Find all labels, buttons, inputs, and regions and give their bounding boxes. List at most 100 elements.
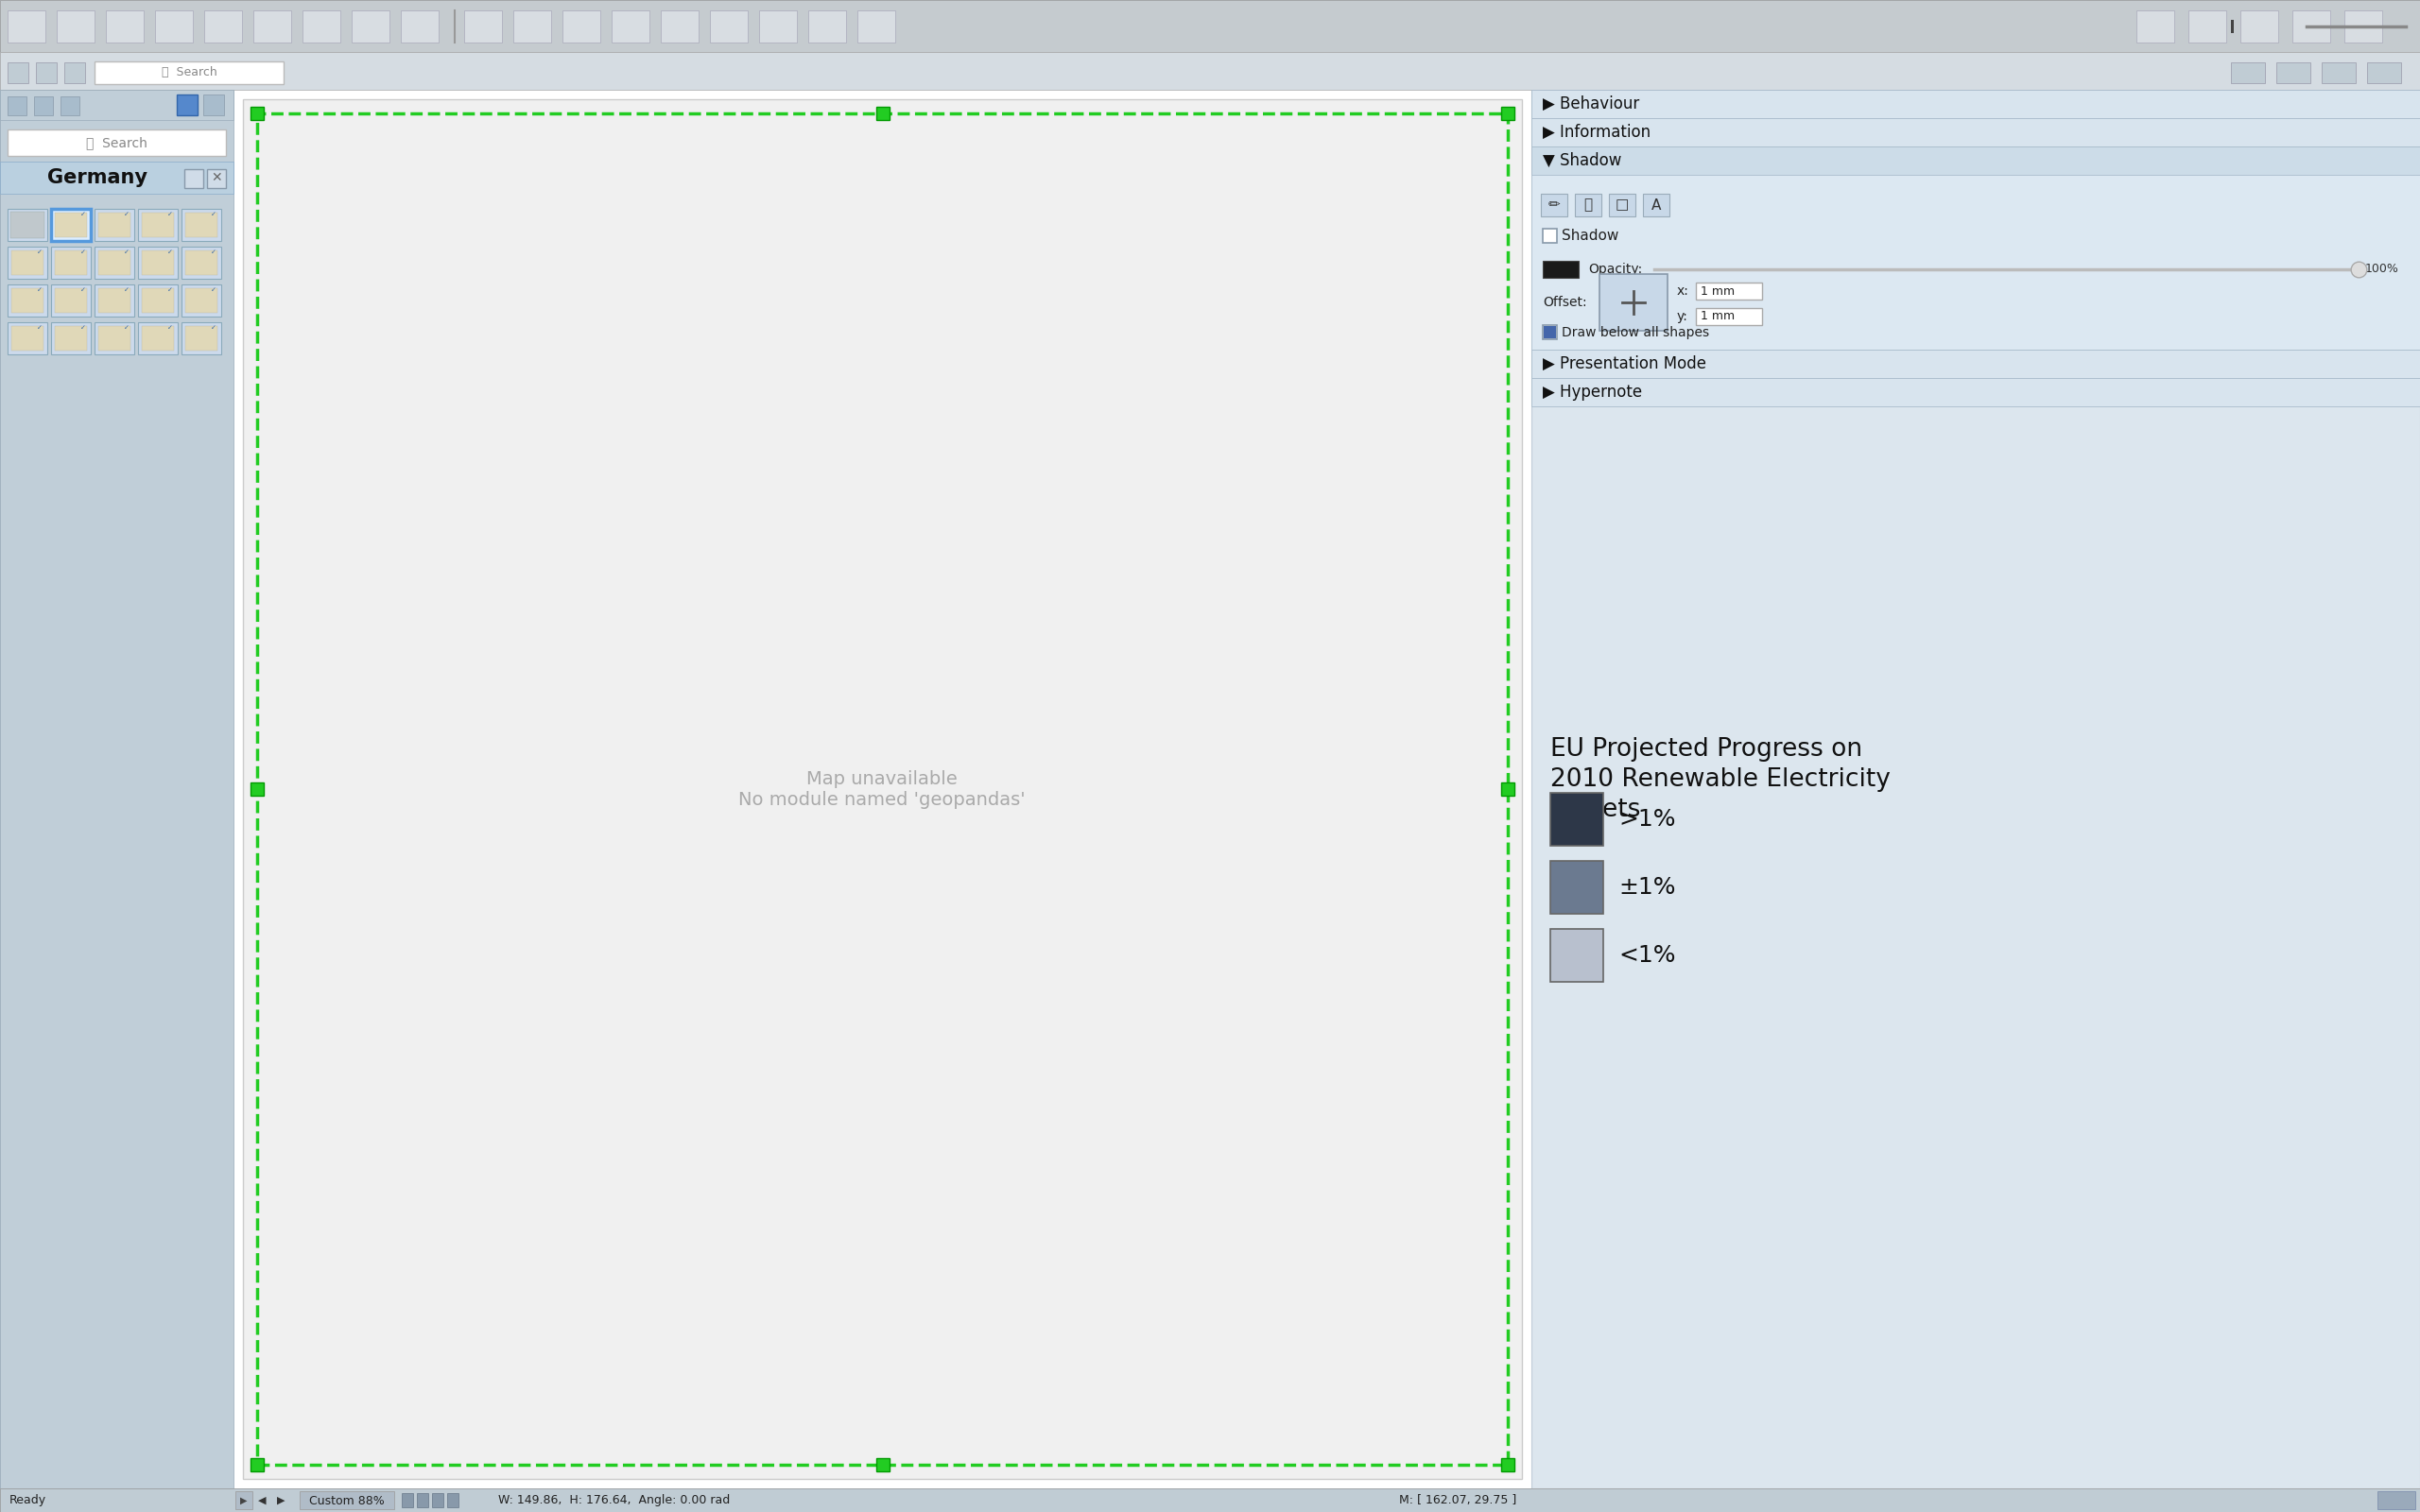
Text: A: A (1650, 198, 1660, 212)
Text: ✓: ✓ (211, 249, 215, 256)
Bar (612, 11, 649, 42)
Bar (177, 94, 198, 115)
Bar (2277, 62, 2311, 83)
Bar (1551, 928, 1604, 981)
Bar (2241, 11, 2277, 42)
Text: Ready: Ready (10, 1494, 46, 1507)
Bar (138, 284, 177, 316)
Bar (7, 97, 27, 115)
Text: ▶: ▶ (276, 1495, 286, 1506)
Bar (876, 1458, 888, 1471)
Text: ✓: ✓ (167, 249, 172, 256)
Bar (513, 11, 552, 42)
Text: x:: x: (1677, 284, 1689, 298)
Text: 2010 Renewable Electricity: 2010 Renewable Electricity (1551, 768, 1890, 792)
Bar (402, 11, 438, 42)
Bar (0, 162, 232, 194)
Bar (302, 11, 341, 42)
Bar (51, 209, 92, 240)
Text: ✓: ✓ (211, 212, 215, 218)
Text: ✓: ✓ (123, 212, 131, 218)
Bar (56, 327, 87, 351)
Text: ▶ Behaviour: ▶ Behaviour (1544, 95, 1638, 112)
Bar (808, 11, 847, 42)
Bar (7, 130, 225, 156)
Text: Germany: Germany (48, 168, 148, 187)
Bar (99, 251, 131, 275)
Text: ✓: ✓ (80, 325, 87, 331)
Bar (561, 11, 600, 42)
Bar (416, 1494, 428, 1507)
Text: ▶ Information: ▶ Information (1544, 124, 1650, 141)
Bar (1609, 194, 1636, 216)
Text: 1 mm: 1 mm (1701, 310, 1735, 322)
Bar (1532, 147, 2420, 175)
Bar (7, 246, 48, 278)
Bar (51, 284, 92, 316)
Text: ✓: ✓ (36, 249, 44, 256)
Bar (661, 11, 699, 42)
Bar (2231, 20, 2234, 33)
Bar (252, 1458, 264, 1471)
Bar (1696, 283, 1762, 299)
Bar (184, 169, 203, 187)
Text: ✓: ✓ (211, 325, 215, 331)
Bar (12, 251, 44, 275)
Bar (433, 1494, 443, 1507)
Text: ✏: ✏ (1549, 198, 1561, 212)
Bar (1500, 1458, 1515, 1471)
Bar (254, 11, 290, 42)
Bar (465, 11, 501, 42)
Text: ✓: ✓ (167, 212, 172, 218)
Bar (1500, 107, 1515, 119)
Text: ▶ Presentation Mode: ▶ Presentation Mode (1544, 355, 1706, 372)
Bar (106, 11, 143, 42)
Bar (143, 251, 174, 275)
Bar (1532, 118, 2420, 147)
Text: ✓: ✓ (36, 287, 44, 293)
Text: ✓: ✓ (167, 325, 172, 331)
Bar (94, 246, 133, 278)
Bar (0, 0, 2420, 51)
Bar (1532, 89, 2420, 1488)
Text: Map unavailable
No module named 'geopandas': Map unavailable No module named 'geopand… (738, 770, 1026, 809)
Bar (65, 62, 85, 83)
Bar (2345, 11, 2381, 42)
Text: 🔍  Search: 🔍 Search (85, 136, 148, 150)
Text: <1%: <1% (1619, 943, 1675, 966)
Bar (1551, 792, 1604, 845)
Text: 100%: 100% (2364, 263, 2398, 275)
Bar (7, 209, 48, 240)
Bar (0, 51, 2420, 89)
Bar (1532, 378, 2420, 407)
Text: ±1%: ±1% (1619, 875, 1675, 898)
Bar (138, 209, 177, 240)
Bar (232, 89, 1532, 1488)
Bar (12, 289, 44, 313)
Bar (138, 246, 177, 278)
Text: y:: y: (1677, 310, 1689, 324)
Text: Shadow: Shadow (1561, 230, 1619, 243)
Bar (1544, 228, 1556, 243)
Bar (1500, 783, 1515, 795)
Bar (51, 322, 92, 354)
Text: ✕: ✕ (211, 171, 223, 184)
Bar (51, 246, 92, 278)
Bar (94, 284, 133, 316)
Text: EU Projected Progress on: EU Projected Progress on (1551, 738, 1863, 762)
Bar (182, 284, 220, 316)
Bar (182, 246, 220, 278)
Bar (94, 62, 283, 85)
Text: □: □ (1617, 198, 1629, 212)
Bar (99, 327, 131, 351)
Text: ▼ Shadow: ▼ Shadow (1544, 153, 1621, 169)
Bar (2231, 62, 2265, 83)
Text: ◀: ◀ (259, 1495, 266, 1506)
Text: ✓: ✓ (167, 287, 172, 293)
Bar (2367, 62, 2401, 83)
Bar (1544, 327, 1556, 339)
Bar (252, 783, 264, 795)
Bar (1532, 349, 2420, 378)
Text: ▶: ▶ (240, 1495, 247, 1506)
Text: Targets: Targets (1551, 798, 1641, 823)
